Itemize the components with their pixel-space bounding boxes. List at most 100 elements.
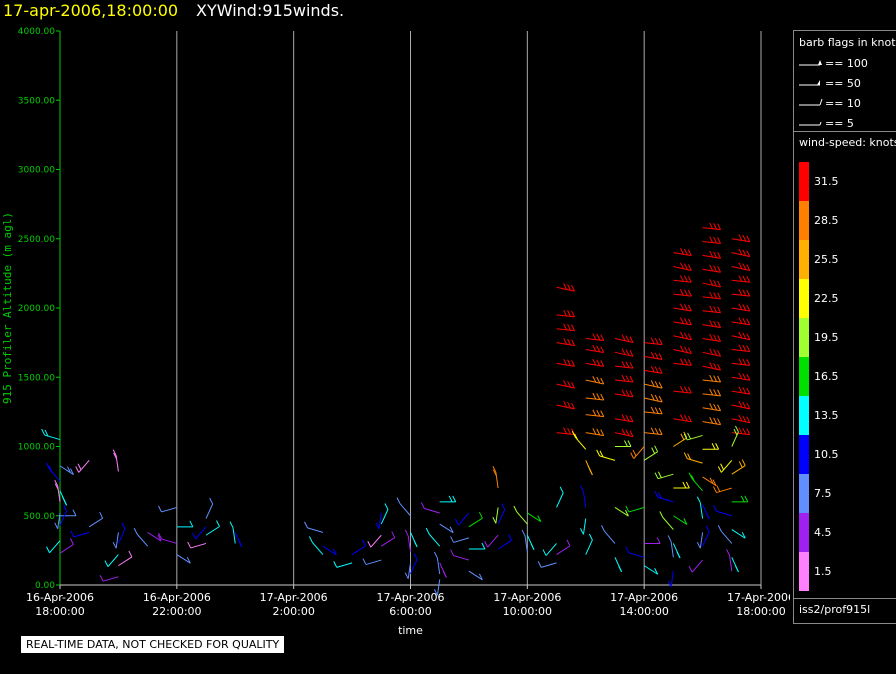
- wind-barb: [585, 349, 604, 354]
- wind-barb: [670, 571, 674, 588]
- wind-barb-flag: [625, 335, 630, 342]
- wind-barb-flag: [571, 324, 575, 331]
- wind-barb-flag: [46, 546, 50, 553]
- wind-barb: [147, 531, 162, 542]
- wind-barb-flag: [713, 292, 718, 299]
- y-tick-label: 2000.00: [18, 304, 55, 314]
- wind-barb: [556, 383, 575, 389]
- wind-barb-flag: [542, 549, 547, 556]
- wind-barb-flag: [625, 414, 630, 422]
- x-tick-label-time: 22:00:00: [152, 605, 201, 618]
- wind-barb-flag: [563, 338, 568, 345]
- barb-100-icon: [799, 60, 822, 66]
- x-tick-label-date: 17-Apr-2006: [610, 591, 678, 604]
- wind-barb-flag: [650, 394, 655, 401]
- wind-barb-flag: [650, 337, 655, 344]
- wind-barb: [556, 342, 575, 347]
- wind-barb: [516, 511, 528, 525]
- wind-barb-flag: [158, 532, 162, 540]
- wind-barb-flag: [658, 407, 663, 415]
- wind-barb-flag: [625, 361, 630, 368]
- wind-barb-flag: [683, 518, 688, 525]
- wind-barb-flag: [629, 375, 634, 383]
- y-tick-label: 0.00: [35, 581, 55, 591]
- wind-barb-flag: [99, 574, 104, 582]
- wind-barb-flag: [563, 358, 568, 366]
- wind-barb-flag: [601, 525, 605, 532]
- wind-barb-flag: [632, 449, 637, 457]
- wind-barb-flag: [592, 376, 597, 383]
- wind-barb-flag: [567, 401, 572, 409]
- wind-barb-flag: [128, 550, 133, 558]
- wind-barb: [381, 537, 396, 547]
- wind-barb-flag: [742, 387, 747, 394]
- speed-swatch: [799, 318, 809, 357]
- wind-barb: [673, 349, 692, 355]
- wind-barb-flag: [738, 386, 743, 394]
- wind-barb: [495, 507, 499, 524]
- wind-barb-flag: [713, 375, 718, 382]
- barb-legend-50-label: == 50: [825, 77, 861, 90]
- wind-barb: [614, 432, 634, 438]
- wind-barb-flag: [680, 331, 684, 339]
- wind-barb-flag: [571, 339, 575, 346]
- wind-barb-flag: [680, 248, 684, 255]
- wind-barb-flag: [563, 309, 568, 317]
- wind-barb-flag: [738, 234, 743, 241]
- wind-barb-flag: [654, 352, 659, 360]
- wind-barb-flag: [687, 304, 692, 312]
- wind-barb-flag: [687, 289, 692, 297]
- wind-barb: [614, 379, 634, 383]
- barb-legend-5-label: == 5: [825, 117, 854, 130]
- wind-barb: [673, 335, 692, 341]
- wind-barb-flag: [683, 317, 688, 325]
- wind-barb-flag: [713, 417, 718, 425]
- wind-barb-flag: [687, 347, 692, 354]
- wind-barb-flag: [478, 511, 483, 519]
- wind-barb-flag: [596, 376, 601, 384]
- wind-barb-flag: [687, 386, 692, 394]
- wind-barb-flag: [238, 540, 243, 548]
- wind-barb-flag: [425, 527, 430, 535]
- wind-barb-flag: [449, 526, 454, 533]
- wind-barb-flag: [571, 360, 575, 367]
- wind-barb: [118, 556, 133, 567]
- wind-barb-flag: [742, 304, 747, 311]
- wind-barb: [176, 554, 191, 564]
- wind-barb: [487, 534, 499, 548]
- wind-barb-flag: [513, 505, 518, 513]
- wind-barb-flag: [680, 433, 685, 440]
- wind-barb-flag: [709, 279, 714, 286]
- wind-barb-flag: [742, 344, 747, 352]
- wind-barb-flag: [621, 428, 626, 436]
- wind-barb: [407, 562, 411, 579]
- wind-barb-flag: [688, 472, 693, 479]
- wind-barb-flag: [709, 374, 714, 382]
- wind-barb-flag: [567, 359, 572, 366]
- wind-barb: [88, 517, 103, 528]
- wind-barb: [556, 286, 575, 292]
- wind-barb-flag: [658, 395, 663, 403]
- speed-swatch: [799, 474, 809, 513]
- wind-barb-flag: [746, 304, 751, 312]
- wind-barb-flag: [629, 415, 634, 423]
- speed-swatch: [799, 552, 809, 591]
- wind-barb-flag: [658, 428, 663, 435]
- speed-label: 25.5: [814, 252, 839, 266]
- speed-legend: wind-speed: knots 31.5 28.5 25.5 22.5 19.5 16…: [793, 131, 896, 599]
- wind-barb-flag: [717, 375, 722, 383]
- wind-barb: [731, 279, 750, 283]
- wind-barb-flag: [654, 491, 659, 498]
- wind-barb: [633, 446, 645, 459]
- wind-barb-flag: [454, 518, 459, 526]
- wind-barb-flag: [571, 402, 575, 410]
- wind-barb-flag: [70, 530, 75, 538]
- wind-barb-flag: [629, 361, 634, 369]
- wind-barb-flag: [574, 433, 579, 441]
- wind-barb-flag: [391, 531, 396, 538]
- wind-barb-flag: [713, 349, 718, 356]
- wind-barb-flag: [104, 560, 109, 567]
- wind-barb: [673, 437, 688, 447]
- wind-barb: [556, 362, 575, 367]
- wind-barb-flag: [592, 392, 597, 400]
